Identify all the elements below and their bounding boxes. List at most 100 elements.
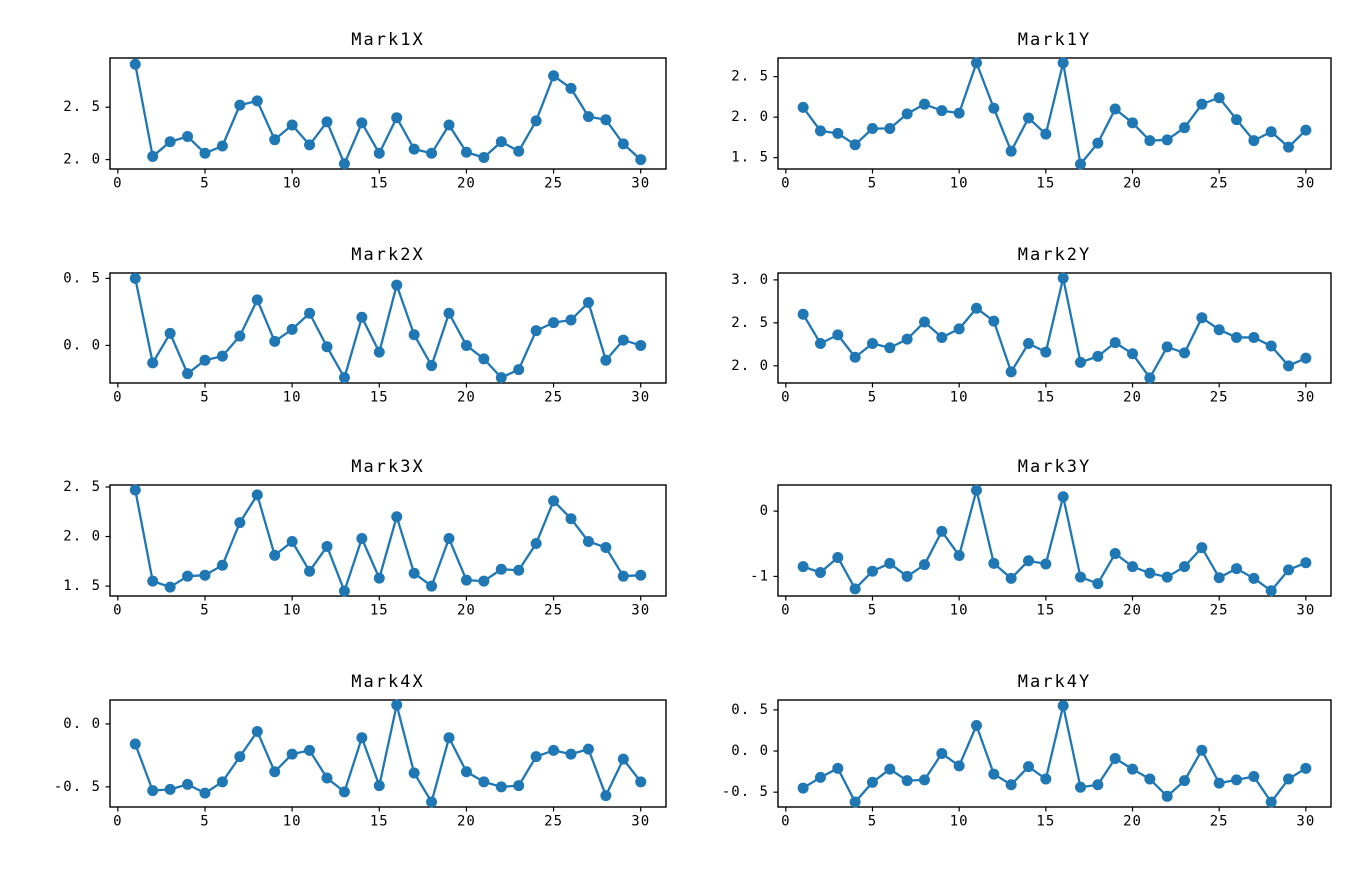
x-tick-label: 30 (1296, 603, 1315, 619)
data-point (460, 574, 472, 586)
y-tick-label: -0. 5 (722, 784, 769, 800)
data-point (356, 117, 368, 129)
data-point (1022, 337, 1034, 349)
y-tick-label: 0. 0 (63, 716, 101, 732)
data-point (373, 147, 385, 159)
chart-title: Mark2X (351, 245, 425, 265)
data-point (548, 317, 560, 329)
data-point (918, 774, 930, 786)
chart-title: Mark1Y (1017, 30, 1092, 50)
data-point (1283, 360, 1295, 372)
data-point (426, 580, 438, 592)
chart-title: Mark3Y (1017, 457, 1092, 477)
data-point (251, 489, 263, 501)
axes-frame (777, 699, 1332, 808)
data-point (1161, 571, 1173, 583)
x-tick-label: 0 (113, 814, 122, 830)
x-tick-label: 0 (113, 176, 122, 192)
data-point (269, 766, 281, 778)
data-point (1179, 122, 1191, 134)
data-point (635, 339, 647, 351)
data-point (635, 154, 647, 166)
x-tick-label: 10 (950, 176, 969, 192)
data-point (199, 354, 211, 366)
x-tick-label: 5 (200, 390, 209, 406)
data-point (408, 767, 420, 779)
data-point (164, 327, 176, 339)
data-point (321, 116, 333, 128)
data-point (1057, 272, 1069, 284)
line-plot: 0 5 10 15 20 25 30 2. 5 2. 0 (63, 57, 667, 192)
data-point (849, 139, 861, 151)
chart-title: Mark3X (351, 457, 425, 477)
line-plot: 0 5 10 15 20 25 30 0. 5 0. 0 (63, 270, 667, 406)
x-tick-label: 15 (1036, 390, 1055, 406)
data-point (269, 134, 281, 146)
data-point (936, 748, 948, 759)
data-point (286, 535, 298, 547)
data-point (216, 559, 228, 571)
x-tick-label: 10 (950, 390, 969, 406)
data-point (460, 146, 472, 158)
data-line (802, 704, 1307, 804)
line-plot: 0 5 10 15 20 25 30 3. 0 2. 5 2. 0 (731, 272, 1332, 406)
data-point (1075, 356, 1087, 368)
data-point (901, 108, 913, 120)
subplot-mark1y: Mark1Y 0 5 10 15 20 25 30 2. 5 2. 0 1. 5 (700, 24, 1353, 199)
data-line (134, 278, 642, 379)
data-point (565, 82, 577, 94)
data-point (565, 513, 577, 525)
subplot-mark1x: Mark1X 0 5 10 15 20 25 30 2. 5 2. 0 (32, 24, 688, 199)
data-point (1005, 145, 1017, 157)
data-point (1109, 548, 1121, 560)
x-tick-label: 15 (370, 390, 389, 406)
data-point (884, 342, 896, 354)
data-point (1057, 700, 1069, 712)
data-point (391, 112, 403, 124)
data-point (970, 57, 982, 69)
x-tick-label: 0 (781, 814, 790, 830)
x-tick-label: 30 (1296, 176, 1315, 192)
x-tick-label: 10 (950, 603, 969, 619)
axes-frame (109, 57, 667, 170)
data-point (147, 575, 159, 587)
x-tick-label: 15 (370, 603, 389, 619)
data-point (530, 751, 542, 763)
y-tick-label: -0. 5 (54, 779, 101, 795)
data-point (970, 484, 982, 496)
data-point (251, 95, 263, 107)
data-point (988, 557, 1000, 569)
y-tick-label: 2. 5 (63, 479, 101, 495)
x-tick-label: 25 (544, 814, 563, 830)
data-point (1265, 340, 1277, 352)
data-point (814, 337, 826, 349)
data-point (304, 744, 316, 756)
data-point (269, 549, 281, 561)
y-tick-label: 2. 5 (731, 315, 769, 331)
data-point (1057, 491, 1069, 503)
data-point (849, 796, 861, 808)
data-point (1040, 773, 1052, 785)
data-point (426, 360, 438, 372)
axes-frame (777, 484, 1332, 597)
data-point (1127, 117, 1139, 129)
data-point (1213, 324, 1225, 336)
data-point (953, 760, 965, 772)
data-point (513, 364, 525, 376)
data-line (802, 61, 1307, 166)
data-point (373, 780, 385, 792)
x-tick-label: 0 (113, 603, 122, 619)
x-tick-label: 15 (370, 814, 389, 830)
data-point (1040, 128, 1052, 140)
data-point (1144, 773, 1156, 785)
x-tick-label: 15 (1036, 814, 1055, 830)
data-point (866, 122, 878, 134)
chart-title: Mark1X (351, 30, 425, 50)
data-point (234, 751, 246, 763)
data-point (832, 551, 844, 563)
data-point (1144, 135, 1156, 147)
data-point (548, 744, 560, 756)
data-point (635, 776, 647, 788)
subplot-mark3y: Mark3Y 0 5 10 15 20 25 30 0 -1 (700, 451, 1353, 626)
data-point (321, 341, 333, 353)
